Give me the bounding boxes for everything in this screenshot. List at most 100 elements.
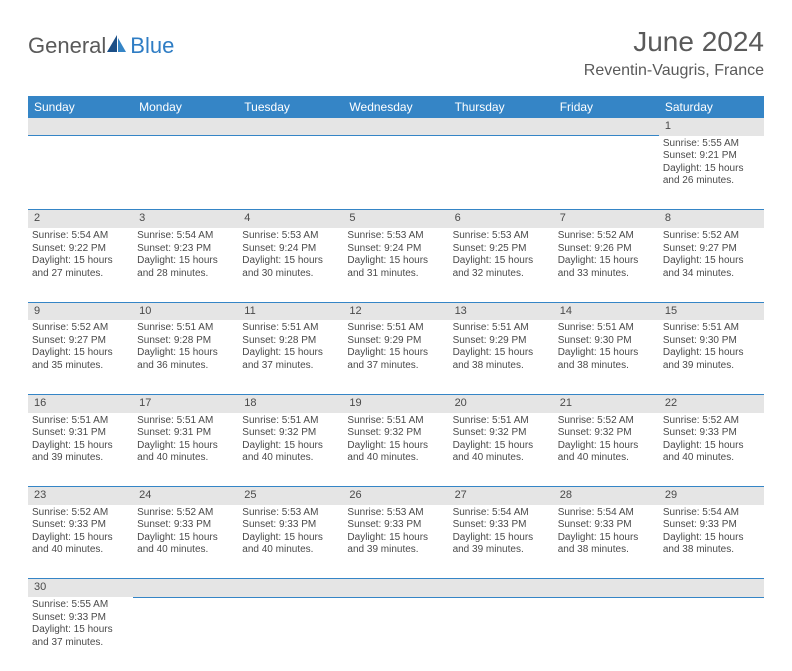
weekday-header: Wednesday	[343, 96, 448, 118]
weekday-header: Friday	[554, 96, 659, 118]
day-line: and 40 minutes.	[453, 452, 550, 465]
day-line: Sunset: 9:32 PM	[242, 427, 339, 440]
day-line: Sunset: 9:21 PM	[663, 150, 760, 163]
day-line: and 40 minutes.	[137, 452, 234, 465]
day-number: 20	[449, 394, 554, 412]
day-number	[343, 118, 448, 136]
day-cell: Sunrise: 5:53 AMSunset: 9:33 PMDaylight:…	[343, 505, 448, 579]
day-number: 21	[554, 394, 659, 412]
day-cell: Sunrise: 5:53 AMSunset: 9:24 PMDaylight:…	[343, 228, 448, 302]
weekday-header: Sunday	[28, 96, 133, 118]
day-line: Daylight: 15 hours	[137, 347, 234, 360]
day-line: Sunset: 9:27 PM	[32, 335, 129, 348]
day-line: and 27 minutes.	[32, 268, 129, 281]
day-line: Daylight: 15 hours	[663, 440, 760, 453]
day-cell: Sunrise: 5:53 AMSunset: 9:25 PMDaylight:…	[449, 228, 554, 302]
day-line: Daylight: 15 hours	[242, 255, 339, 268]
day-number: 7	[554, 210, 659, 228]
day-number: 15	[659, 302, 764, 320]
day-line: Sunrise: 5:54 AM	[663, 507, 760, 520]
day-line: Daylight: 15 hours	[453, 347, 550, 360]
day-line: Daylight: 15 hours	[663, 255, 760, 268]
day-number: 4	[238, 210, 343, 228]
day-line: Sunrise: 5:54 AM	[558, 507, 655, 520]
day-line: and 34 minutes.	[663, 268, 760, 281]
logo-text-general: General	[28, 33, 106, 59]
day-line: Daylight: 15 hours	[453, 440, 550, 453]
day-line: Sunset: 9:30 PM	[558, 335, 655, 348]
day-cell: Sunrise: 5:51 AMSunset: 9:32 PMDaylight:…	[343, 413, 448, 487]
day-line: Sunset: 9:33 PM	[32, 612, 129, 625]
day-line: Sunset: 9:33 PM	[347, 519, 444, 532]
day-line: and 30 minutes.	[242, 268, 339, 281]
day-line: and 37 minutes.	[242, 360, 339, 373]
day-number: 2	[28, 210, 133, 228]
day-number: 28	[554, 487, 659, 505]
title-block: June 2024 Reventin-Vaugris, France	[584, 26, 764, 80]
week-row: Sunrise: 5:51 AMSunset: 9:31 PMDaylight:…	[28, 413, 764, 487]
week-row: Sunrise: 5:55 AMSunset: 9:21 PMDaylight:…	[28, 136, 764, 210]
day-line: Sunset: 9:24 PM	[242, 243, 339, 256]
day-cell	[133, 597, 238, 671]
day-line: Daylight: 15 hours	[558, 347, 655, 360]
day-line: and 38 minutes.	[663, 544, 760, 557]
day-line: Sunrise: 5:51 AM	[137, 415, 234, 428]
day-line: Sunset: 9:28 PM	[137, 335, 234, 348]
day-cell: Sunrise: 5:51 AMSunset: 9:32 PMDaylight:…	[449, 413, 554, 487]
day-number: 13	[449, 302, 554, 320]
day-number: 16	[28, 394, 133, 412]
week-row: Sunrise: 5:55 AMSunset: 9:33 PMDaylight:…	[28, 597, 764, 671]
day-line: Sunset: 9:32 PM	[347, 427, 444, 440]
month-title: June 2024	[584, 26, 764, 58]
day-line: and 40 minutes.	[347, 452, 444, 465]
day-cell	[554, 136, 659, 210]
day-line: Sunset: 9:31 PM	[137, 427, 234, 440]
day-line: Daylight: 15 hours	[663, 347, 760, 360]
day-number: 18	[238, 394, 343, 412]
day-number: 6	[449, 210, 554, 228]
day-line: Daylight: 15 hours	[347, 532, 444, 545]
day-line: and 37 minutes.	[347, 360, 444, 373]
weekday-header: Thursday	[449, 96, 554, 118]
day-line: Sunrise: 5:51 AM	[32, 415, 129, 428]
day-number: 25	[238, 487, 343, 505]
day-number: 19	[343, 394, 448, 412]
day-cell: Sunrise: 5:54 AMSunset: 9:33 PMDaylight:…	[554, 505, 659, 579]
day-line: Sunrise: 5:53 AM	[347, 507, 444, 520]
day-number: 14	[554, 302, 659, 320]
day-cell: Sunrise: 5:52 AMSunset: 9:26 PMDaylight:…	[554, 228, 659, 302]
day-line: and 40 minutes.	[558, 452, 655, 465]
day-number: 8	[659, 210, 764, 228]
week-row: Sunrise: 5:52 AMSunset: 9:33 PMDaylight:…	[28, 505, 764, 579]
day-line: and 38 minutes.	[558, 544, 655, 557]
day-number	[449, 579, 554, 597]
day-cell	[343, 136, 448, 210]
day-cell	[449, 136, 554, 210]
day-number	[133, 118, 238, 136]
day-line: Sunset: 9:32 PM	[453, 427, 550, 440]
day-line: Sunrise: 5:51 AM	[242, 322, 339, 335]
day-line: and 40 minutes.	[137, 544, 234, 557]
day-line: and 38 minutes.	[453, 360, 550, 373]
day-line: Sunrise: 5:51 AM	[453, 322, 550, 335]
day-cell: Sunrise: 5:53 AMSunset: 9:24 PMDaylight:…	[238, 228, 343, 302]
day-cell	[343, 597, 448, 671]
day-line: and 32 minutes.	[453, 268, 550, 281]
day-line: Daylight: 15 hours	[347, 347, 444, 360]
day-line: Daylight: 15 hours	[453, 532, 550, 545]
day-number: 10	[133, 302, 238, 320]
day-line: Sunset: 9:33 PM	[242, 519, 339, 532]
day-cell: Sunrise: 5:52 AMSunset: 9:33 PMDaylight:…	[659, 413, 764, 487]
day-cell: Sunrise: 5:51 AMSunset: 9:29 PMDaylight:…	[343, 320, 448, 394]
day-cell: Sunrise: 5:51 AMSunset: 9:32 PMDaylight:…	[238, 413, 343, 487]
day-number	[238, 118, 343, 136]
day-cell: Sunrise: 5:55 AMSunset: 9:21 PMDaylight:…	[659, 136, 764, 210]
day-number: 12	[343, 302, 448, 320]
day-line: and 39 minutes.	[453, 544, 550, 557]
day-cell: Sunrise: 5:53 AMSunset: 9:33 PMDaylight:…	[238, 505, 343, 579]
daynum-row: 30	[28, 579, 764, 597]
header: General Blue June 2024 Reventin-Vaugris,…	[28, 26, 764, 80]
daynum-row: 16171819202122	[28, 394, 764, 412]
day-line: and 39 minutes.	[663, 360, 760, 373]
day-number: 11	[238, 302, 343, 320]
